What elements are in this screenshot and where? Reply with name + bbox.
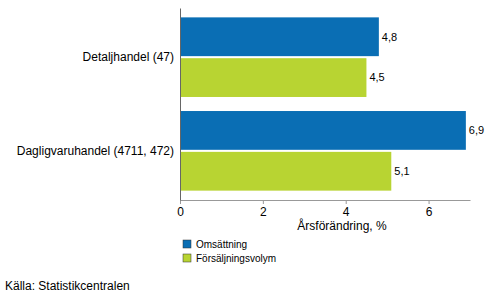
x-axis: 0 2 4 6 [177,200,470,219]
x-tick-label: 0 [177,205,184,219]
x-tick: 2 [260,200,267,219]
x-axis-title: Årsförändring, % [297,218,387,233]
data-labels: 4,8 6,9 4,5 5,1 [369,31,484,177]
chart: 0 2 4 6 Detaljhandel (47) Dagligvaruhandel (4… [0,0,493,304]
data-label: 6,9 [469,124,484,136]
y-tick-label: Dagligvaruhandel (4711, 472) [17,144,174,158]
y-tick-label: Detaljhandel (47) [83,50,174,64]
x-tick-mark [346,200,347,204]
data-label: 5,1 [394,165,409,177]
bar [180,17,379,56]
bar [180,58,366,97]
legend-swatch [183,254,191,262]
x-tick-mark [263,200,264,204]
legend-label: Omsättning [196,239,247,250]
x-tick-label: 6 [426,205,433,219]
y-tick: Dagligvaruhandel (4711, 472) [17,144,180,158]
data-label: 4,5 [369,71,384,83]
y-axis: Detaljhandel (47) Dagligvaruhandel (4711,… [17,9,181,201]
plot: 0 2 4 6 Detaljhandel (47) Dagligvaruhandel (4… [17,9,484,219]
legend-label: Försäljningsvolym [196,253,276,264]
x-tick-label: 2 [260,205,267,219]
legend: Omsättning Försäljningsvolym [183,239,276,264]
data-label: 4,8 [382,31,397,43]
x-axis-line [181,200,471,201]
y-axis-line [180,9,181,201]
x-tick-label: 4 [343,205,350,219]
y-tick: Detaljhandel (47) [83,50,180,64]
x-tick: 6 [426,200,433,219]
legend-item: Omsättning [183,239,247,250]
legend-item: Försäljningsvolym [183,253,276,264]
x-tick-mark [429,200,430,204]
legend-swatch [183,240,191,248]
bars [180,17,466,190]
source: Källa: Statistikcentralen [5,279,130,293]
x-tick-mark [180,200,181,204]
bar [180,111,466,150]
x-tick: 0 [177,200,184,219]
bar [180,152,391,191]
x-tick: 4 [343,200,350,219]
